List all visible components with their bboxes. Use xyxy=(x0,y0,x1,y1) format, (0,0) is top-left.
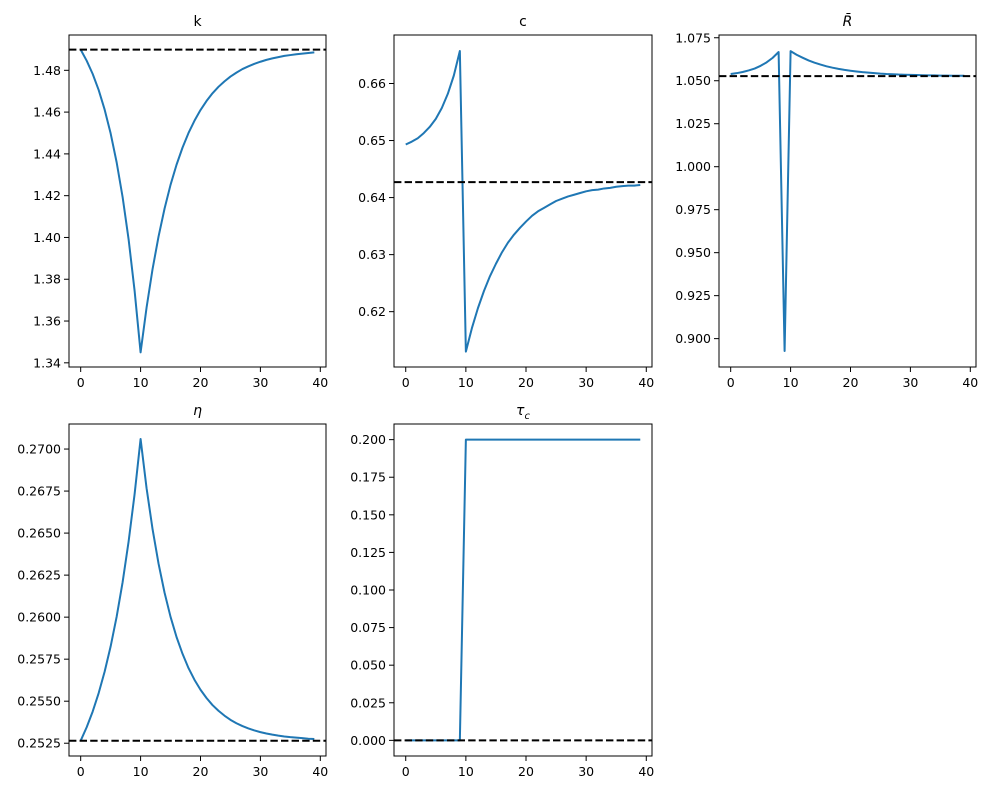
y-tick-label: 1.050 xyxy=(675,73,711,88)
x-tick-label: 20 xyxy=(518,375,534,390)
y-tick-label: 1.46 xyxy=(33,105,61,120)
series-line xyxy=(79,437,315,742)
x-tick-label: 40 xyxy=(638,375,654,390)
axes-frame xyxy=(68,423,327,757)
y-tick-label: 0.2525 xyxy=(17,736,61,751)
title-text: R̄ xyxy=(843,12,853,30)
subplot-3: 0 10 20 30 40 0.2525 0.2550 0.2575 0.2600 0.2625 0… xyxy=(17,403,328,779)
x-tick-label: 0 xyxy=(77,764,85,779)
x-tick-label: 30 xyxy=(578,764,594,779)
subplot-4: 0 10 20 30 40 0.000 0.025 0.050 0.075 0.100 0.125 0… xyxy=(350,403,654,779)
subplot-1: 0 10 20 30 40 0.62 0.63 0.64 0.65 0.66 c xyxy=(358,14,654,390)
x-tick-label: 10 xyxy=(133,375,149,390)
y-tick-label: 0.150 xyxy=(350,507,386,522)
subplot-title: τc xyxy=(516,403,530,422)
axes-frame xyxy=(393,34,653,368)
y-tick-label: 1.075 xyxy=(675,30,711,45)
axes-frame xyxy=(718,34,977,368)
x-tick-label: 10 xyxy=(458,375,474,390)
y-tick-label: 0.125 xyxy=(350,545,386,560)
series-line xyxy=(79,49,315,354)
x-tick-label: 20 xyxy=(193,764,209,779)
subplot-title: R̄ xyxy=(843,12,853,30)
title-text: τ xyxy=(516,403,525,419)
y-tick-label: 0.2575 xyxy=(17,652,61,667)
y-tick-label: 1.000 xyxy=(675,159,711,174)
x-tick-label: 30 xyxy=(902,375,918,390)
y-tick-label: 0.2600 xyxy=(17,610,61,625)
subplot-title: c xyxy=(519,14,527,30)
x-tick-label: 40 xyxy=(312,375,328,390)
y-tick-label: 0.025 xyxy=(350,695,386,710)
y-tick-label: 1.48 xyxy=(33,63,61,78)
y-tick-label: 1.025 xyxy=(675,116,711,131)
y-tick-label: 0.66 xyxy=(358,76,386,91)
y-tick-label: 1.38 xyxy=(33,272,61,287)
x-tick-label: 0 xyxy=(727,375,735,390)
y-tick-label: 0.63 xyxy=(358,247,386,262)
x-tick-label: 30 xyxy=(252,375,268,390)
series-line xyxy=(405,49,641,353)
y-tick-label: 0.2550 xyxy=(17,694,61,709)
y-tick-label: 0.62 xyxy=(358,304,386,319)
x-tick-label: 10 xyxy=(783,375,799,390)
x-tick-label: 10 xyxy=(133,764,149,779)
y-tick-label: 0.175 xyxy=(350,470,386,485)
subplot-title: η xyxy=(193,403,202,419)
x-tick-label: 20 xyxy=(193,375,209,390)
series-line xyxy=(730,50,965,353)
y-tick-label: 0.200 xyxy=(350,432,386,447)
subplot-0: 0 10 20 30 40 1.34 1.36 1.38 1.40 1.42 1.44 1.46 1.4… xyxy=(33,14,328,390)
y-tick-label: 0.2675 xyxy=(17,484,61,499)
x-tick-label: 20 xyxy=(843,375,859,390)
y-tick-label: 0.2700 xyxy=(17,442,61,457)
y-tick-label: 0.900 xyxy=(675,331,711,346)
y-tick-label: 0.2625 xyxy=(17,568,61,583)
x-tick-label: 0 xyxy=(402,375,410,390)
title-text: k xyxy=(193,14,202,30)
y-tick-label: 0.000 xyxy=(350,733,386,748)
subplot-2: 0 10 20 30 40 0.900 0.925 0.950 0.975 1.000 1.025 1… xyxy=(675,12,978,390)
y-tick-label: 1.36 xyxy=(33,314,61,329)
y-tick-label: 1.42 xyxy=(33,188,61,203)
x-tick-label: 30 xyxy=(252,764,268,779)
x-tick-label: 30 xyxy=(578,375,594,390)
x-tick-label: 40 xyxy=(962,375,978,390)
x-tick-label: 0 xyxy=(402,764,410,779)
x-tick-label: 0 xyxy=(77,375,85,390)
y-tick-label: 1.40 xyxy=(33,230,61,245)
title-text: η xyxy=(193,403,202,419)
subplot-title: k xyxy=(193,14,202,30)
y-tick-label: 0.64 xyxy=(358,190,386,205)
x-tick-label: 20 xyxy=(518,764,534,779)
y-tick-label: 1.34 xyxy=(33,355,61,370)
title-subscript: c xyxy=(524,411,530,422)
y-tick-label: 0.925 xyxy=(675,288,711,303)
title-text: c xyxy=(519,14,527,30)
y-tick-label: 0.075 xyxy=(350,620,386,635)
y-tick-label: 0.975 xyxy=(675,202,711,217)
axes-frame xyxy=(393,423,653,757)
y-tick-label: 1.44 xyxy=(33,146,61,161)
x-tick-label: 10 xyxy=(458,764,474,779)
y-tick-label: 0.950 xyxy=(675,245,711,260)
x-tick-label: 40 xyxy=(312,764,328,779)
y-tick-label: 0.2650 xyxy=(17,526,61,541)
axes-frame xyxy=(68,34,327,368)
series-line xyxy=(405,438,641,742)
x-tick-label: 40 xyxy=(638,764,654,779)
y-tick-label: 0.050 xyxy=(350,658,386,673)
y-tick-label: 0.65 xyxy=(358,133,386,148)
y-tick-label: 0.100 xyxy=(350,583,386,598)
